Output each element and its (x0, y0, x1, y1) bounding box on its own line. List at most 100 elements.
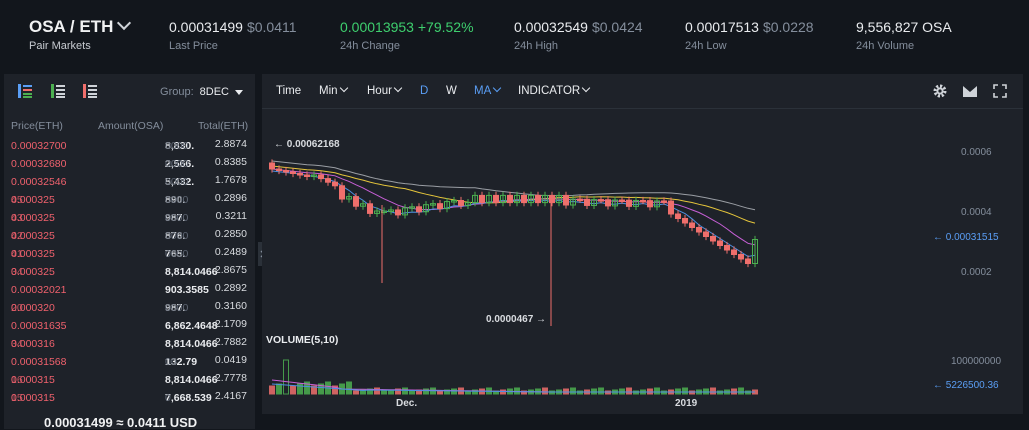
candle-body (598, 199, 604, 202)
amount-main: 876. (165, 230, 186, 242)
table-row[interactable]: 0.000325 45 890. 0000 0.2896 (4, 190, 255, 208)
price-main: 0.00031568 (11, 356, 67, 368)
volume-bar (598, 387, 604, 395)
book-both-icon[interactable] (18, 84, 32, 98)
candle-body (584, 198, 590, 206)
candle-body (416, 206, 422, 213)
row-total: 2.7778 (214, 372, 247, 384)
last-price-value: 0.00031499 (169, 19, 243, 35)
pair-selector[interactable]: OSA / ETH (29, 15, 132, 37)
price-tail: 20 (11, 302, 23, 314)
amount-main: 8,814.0466 (165, 266, 218, 278)
chevron-down-icon (393, 83, 403, 93)
row-total: 0.3211 (215, 210, 247, 222)
candle-body (360, 203, 366, 207)
candle-body (374, 210, 380, 214)
candle-body (290, 171, 296, 174)
candle-body (451, 200, 457, 203)
low-callout: 0.0000467 → (486, 314, 547, 325)
price-tail: 16 (11, 374, 23, 386)
volume-bar (626, 387, 632, 395)
x-label-2019: 2019 (675, 398, 698, 409)
chevron-down-icon (581, 83, 591, 93)
tab-indicator[interactable]: INDICATOR (518, 83, 591, 97)
price-main: 0.00032680 (11, 158, 67, 170)
volume-bar (437, 390, 443, 395)
gear-icon[interactable] (932, 83, 948, 99)
candle-body (731, 249, 737, 255)
table-row[interactable]: 0.000320 20 987. 0000 0.3160 (4, 298, 255, 316)
candle-body (542, 194, 548, 204)
volume-bar (451, 388, 457, 395)
price-main: 0.000325 (11, 212, 55, 224)
tab-min[interactable]: Min (319, 83, 348, 97)
candle-body (640, 200, 646, 203)
table-row[interactable]: 0.000325 43 987. 0000 0.3211 (4, 208, 255, 226)
candle-body (437, 203, 443, 210)
y-label-0004: 0.0004 (961, 207, 992, 218)
table-row[interactable]: 0.00032680 2,566. 0000 0.8385 (4, 154, 255, 172)
candle-body (619, 199, 625, 203)
candle-body (388, 209, 394, 212)
col-total: Total(ETH) (198, 120, 249, 132)
row-total: 0.2489 (214, 246, 247, 258)
table-row[interactable]: 0.000316 34 8,814.0466 2.7882 (4, 334, 255, 352)
candle-body (668, 200, 674, 215)
change-24h: 0.00013953 +79.52% (340, 19, 474, 35)
candle-body (276, 168, 282, 171)
price-tail: 45 (11, 194, 23, 206)
volume-bar (269, 385, 275, 395)
candle-body (346, 196, 352, 200)
table-row[interactable]: 0.00032700 8,830. 0000 2.8874 (4, 136, 255, 154)
group-label: Group: (160, 86, 194, 98)
price-tail: 34 (11, 338, 23, 350)
amount-main: 8,830. (165, 140, 195, 152)
table-row[interactable]: 0.00032546 5,432. 0000 1.7678 (4, 172, 255, 190)
y-label-0002: 0.0002 (961, 267, 992, 278)
volume-bar (297, 383, 303, 395)
volume-bar (311, 385, 317, 395)
row-total: 1.7678 (214, 174, 247, 186)
candle-body (745, 258, 751, 264)
chevron-down-icon (339, 83, 348, 93)
volume-bar (570, 387, 576, 395)
candle-body (535, 194, 541, 204)
tab-week[interactable]: W (446, 85, 457, 97)
book-asks-icon[interactable] (83, 84, 97, 98)
candle-body (269, 162, 275, 170)
row-total: 0.3160 (214, 300, 247, 312)
candle-body (353, 196, 359, 207)
candle-body (528, 194, 534, 204)
group-selector[interactable]: Group: 8DEC (160, 86, 243, 98)
tab-time[interactable]: Time (276, 85, 302, 97)
book-bids-icon[interactable] (51, 84, 65, 98)
tab-ma[interactable]: MA (474, 83, 502, 97)
amount-main: 765. (165, 248, 186, 260)
table-row[interactable]: 0.00031568 132.79 00 0.0419 (4, 352, 255, 370)
volume-bar (290, 385, 296, 395)
fullscreen-icon[interactable] (992, 83, 1008, 99)
current-price-tag: ← 0.00031515 (933, 232, 999, 243)
table-row[interactable]: 0.000315 15 7,668.539 0 2.4167 (4, 388, 255, 406)
candle-body (283, 170, 289, 173)
amount-zeros: 0000 (165, 194, 189, 206)
table-row[interactable]: 0.00031635 6,862.4648 2.1709 (4, 316, 255, 334)
tab-day[interactable]: D (420, 85, 429, 97)
table-row[interactable]: 0.000325 41 765. 0000 0.2489 (4, 244, 255, 262)
high-callout: ← 0.00062168 (274, 139, 340, 150)
table-row[interactable]: 0.000325 34 8,814.0466 2.8675 (4, 262, 255, 280)
price-main: 0.000325 (11, 194, 55, 206)
price-chart[interactable] (262, 108, 1023, 414)
amount-main: 903.3585 (165, 284, 209, 296)
table-row[interactable]: 0.000315 16 8,814.0466 2.7778 (4, 370, 255, 388)
candle-body (493, 194, 499, 204)
candle-body (304, 174, 310, 177)
row-total: 0.0419 (214, 354, 247, 366)
volume-bar (304, 381, 310, 395)
table-row[interactable]: 0.00032021 903.3585 0.2892 (4, 280, 255, 298)
col-price: Price(ETH) (11, 120, 63, 132)
table-row[interactable]: 0.000325 42 876. 0000 0.2850 (4, 226, 255, 244)
chart-style-icon[interactable] (962, 83, 978, 99)
tab-hour[interactable]: Hour (367, 83, 403, 97)
candle-body (514, 194, 520, 204)
